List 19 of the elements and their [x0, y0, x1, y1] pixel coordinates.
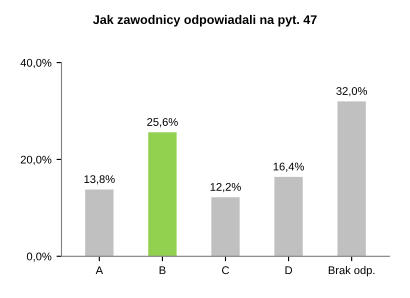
bar	[337, 101, 366, 256]
x-tick-label: D	[285, 266, 292, 274]
data-label: 13,8%	[84, 175, 115, 184]
data-label: 25,6%	[147, 118, 178, 128]
y-tick-label: 40,0%	[20, 58, 52, 68]
y-tick-label: 0,0%	[26, 252, 52, 262]
bar	[148, 132, 177, 256]
x-tick-label: C	[222, 266, 230, 274]
x-tick-label: A	[96, 266, 104, 274]
x-tick-label: Brak odp.	[328, 266, 374, 276]
data-label: 32,0%	[336, 87, 368, 96]
x-tick-label: B	[160, 266, 166, 274]
bar	[85, 189, 114, 256]
data-label: 16,4%	[274, 162, 304, 172]
y-tick-label: 20,0%	[20, 156, 52, 165]
data-label: 12,2%	[210, 182, 241, 192]
bar	[211, 197, 240, 256]
bar	[274, 176, 303, 256]
chart-title: Jak zawodnicy odpowiadali na pyt. 47	[93, 14, 317, 27]
